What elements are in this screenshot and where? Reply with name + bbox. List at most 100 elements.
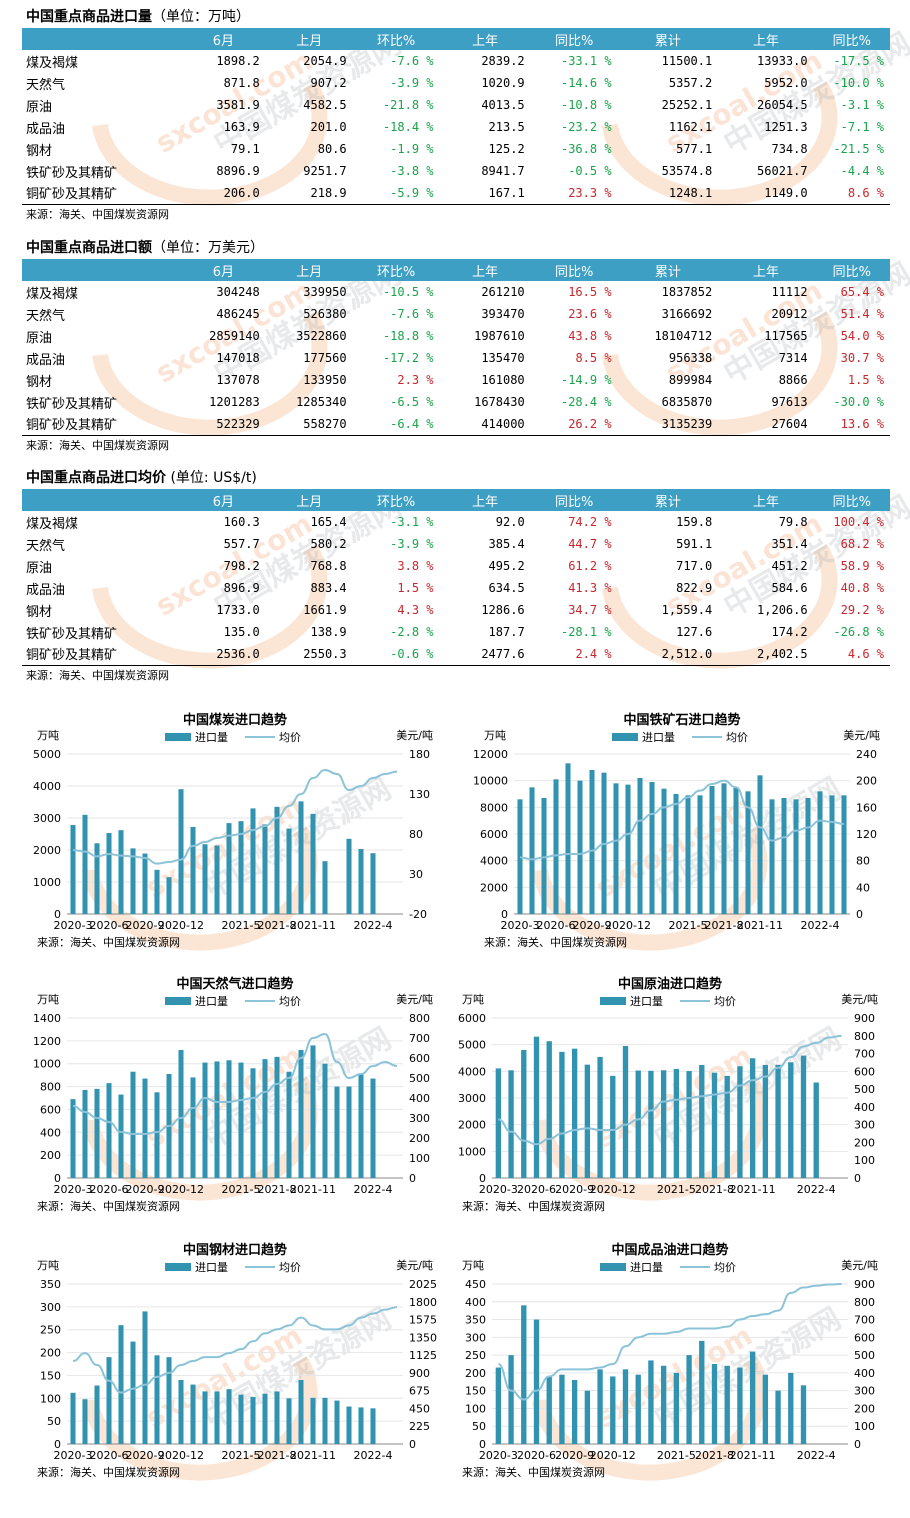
y-tick-label: 0: [501, 908, 508, 921]
x-tick-label: 2021-5: [657, 1183, 696, 1196]
chart-source: 来源：海关、中国煤炭资源网: [484, 935, 627, 949]
table-cell: -0.5 %: [568, 164, 612, 178]
bar: [805, 798, 811, 914]
bar: [286, 828, 292, 914]
table-cell: 1285340: [296, 395, 347, 409]
bar: [142, 853, 148, 914]
bar: [553, 779, 559, 914]
bar: [274, 1056, 280, 1178]
column-header: 上月: [296, 494, 323, 510]
table-cell: -21.8 %: [382, 98, 434, 112]
table-source: 来源：海关、中国煤炭资源网: [26, 438, 169, 452]
table-cell: 51.4 %: [840, 307, 884, 321]
table-cell: 167.1: [439, 182, 531, 205]
chart-title: 中国煤炭进口趋势: [183, 712, 287, 728]
x-tick-label: 2021-8: [705, 919, 744, 932]
table-cell: 385.4: [488, 537, 525, 551]
x-tick-label: 2021-11: [290, 919, 336, 932]
column-header: 上年: [752, 494, 779, 510]
bar: [94, 843, 100, 914]
bar: [346, 1086, 352, 1178]
y2-tick-label: 1125: [409, 1349, 437, 1362]
y2-tick-label: 300: [854, 1385, 875, 1398]
y-tick-label: 0: [54, 1172, 61, 1185]
table-cell: 18104712: [654, 329, 713, 343]
y2-tick-label: 0: [856, 908, 863, 921]
y2-tick-label: 600: [854, 1331, 875, 1344]
x-tick-label: 2021-5: [669, 919, 708, 932]
bar: [154, 869, 160, 914]
table-cell: 177560: [303, 351, 347, 365]
legend-swatch-bar: [600, 1263, 626, 1271]
x-tick-label: 2021-8: [695, 1449, 734, 1462]
bar: [166, 1357, 172, 1444]
table-cell: 1020.9: [481, 76, 525, 90]
bar: [589, 770, 595, 914]
x-tick-label: 2020-12: [590, 1183, 636, 1196]
bar: [130, 848, 136, 914]
bar: [721, 783, 727, 914]
y-tick-label: 1000: [33, 1058, 61, 1071]
bar: [625, 784, 631, 914]
column-header: 累计: [654, 264, 681, 280]
table-cell: 2.4 %: [530, 643, 618, 666]
table-cell: 1837852: [661, 285, 713, 299]
table-cell: 127.6: [676, 625, 713, 639]
table-cell: 3522860: [296, 329, 347, 343]
bar: [94, 1385, 100, 1444]
table-cell: -33.1 %: [560, 54, 612, 68]
table-cell: 822.9: [676, 581, 713, 595]
import-value-table: 6月 上月 环比% 上年 同比% 累计 上年 同比% 煤及褐煤 304248 339950 -10.5…: [22, 259, 890, 436]
table-row: 原油 798.2 768.8 3.8 % 495.2 61.2 % 717.0 451.2 58…: [22, 555, 890, 577]
bar: [709, 786, 715, 914]
price-line: [72, 1306, 398, 1394]
chart-title: 中国成品油进口趋势: [611, 1242, 728, 1258]
table-cell: 135470: [481, 351, 525, 365]
y-tick-label: 50: [47, 1415, 61, 1428]
table-cell: 138.9: [310, 625, 347, 639]
table-cell: 1162.1: [668, 120, 713, 134]
y2-axis-label: 美元/吨: [841, 1259, 878, 1272]
import-volume-table-section: 中国重点商品进口量（单位：万吨） 6月 上月 环比% 上年 同比% 累计 上年 同比% 煤及褐煤…: [22, 6, 890, 225]
y2-axis-label: 美元/吨: [843, 729, 880, 742]
x-tick-label: 2021-8: [258, 1449, 297, 1462]
x-tick-label: 2021-5: [222, 919, 261, 932]
y2-tick-label: 130: [409, 788, 430, 801]
table-cell: 798.2: [223, 559, 260, 573]
table-cell: -2.8 %: [390, 625, 434, 639]
price-line: [497, 1283, 842, 1401]
y2-tick-label: 120: [856, 828, 877, 841]
table-cell: 7314: [778, 351, 808, 365]
table-cell: 206.0: [180, 182, 266, 205]
column-header: 环比%: [376, 33, 416, 49]
y2-tick-label: 300: [854, 1119, 875, 1132]
y-tick-label: 250: [465, 1349, 486, 1362]
table-cell: 2859140: [209, 329, 260, 343]
table-cell: -1.9 %: [390, 142, 434, 156]
table-row: 成品油 896.9 883.4 1.5 % 634.5 41.3 % 822.9 584.6 4…: [22, 577, 890, 599]
bar: [370, 853, 376, 914]
y-tick-label: 0: [54, 908, 61, 921]
bar: [521, 1050, 527, 1178]
bar: [82, 814, 88, 914]
table-row: 铜矿砂及其精矿 2536.0 2550.3 -0.6 % 2477.6 2.4 % 2,51…: [22, 643, 890, 666]
x-tick-label: 2020-9: [555, 1449, 594, 1462]
table-row: 煤及褐煤 1898.2 2054.9 -7.6 % 2839.2 -33.1 % 11500…: [22, 50, 890, 72]
table-cell: -5.9 %: [352, 182, 440, 205]
commodity-name: 煤及褐煤: [26, 516, 79, 532]
y2-tick-label: 900: [854, 1012, 875, 1025]
table-row: 钢材 137078 133950 2.3 % 161080 -14.9 % 899984 88…: [22, 369, 890, 391]
y2-tick-label: 0: [854, 1172, 861, 1185]
table-source: 来源：海关、中国煤炭资源网: [26, 207, 169, 221]
table-cell: 557.7: [223, 537, 260, 551]
bar: [800, 1055, 807, 1178]
column-header: 上年: [472, 494, 499, 510]
bar: [622, 1046, 629, 1178]
x-tick-label: 2022-4: [801, 919, 840, 932]
price-line: [519, 779, 845, 861]
table-cell: -21.5 %: [833, 142, 884, 156]
table-cell: -14.9 %: [560, 373, 612, 387]
chart-source: 来源：海关、中国煤炭资源网: [37, 1199, 180, 1213]
bar: [214, 1061, 220, 1178]
bar: [648, 1070, 654, 1178]
